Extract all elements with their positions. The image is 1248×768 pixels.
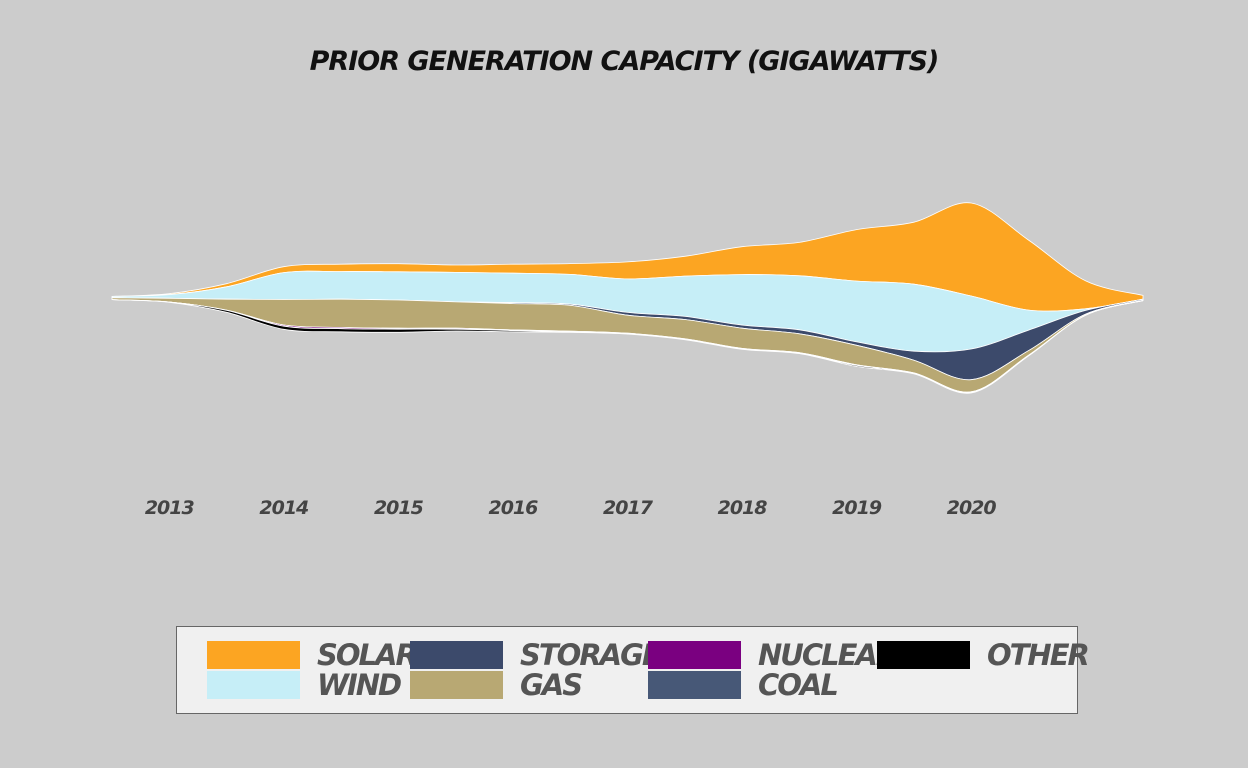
legend-label-gas: Gas — [520, 668, 583, 702]
stream-layers — [111, 202, 1144, 394]
x-tick-label-2016: 2016 — [488, 497, 538, 519]
legend-label-storage: Storage — [520, 638, 662, 672]
legend-swatch-wind — [207, 671, 300, 699]
x-tick-label-2018: 2018 — [718, 497, 768, 519]
legend-swatch-gas — [410, 671, 503, 699]
x-axis-tick-labels: 2013 2014 2015 2016 2017 2018 2019 2020 — [145, 497, 998, 519]
x-tick-label-2019: 2019 — [832, 497, 882, 519]
x-tick-label-2015: 2015 — [374, 497, 424, 519]
legend-label-wind: Wind — [317, 668, 402, 702]
legend-swatch-other — [877, 641, 970, 669]
legend-label-solar: Solar — [317, 638, 418, 672]
x-tick-label-2013: 2013 — [145, 497, 195, 519]
x-tick-label-2020: 2020 — [947, 497, 997, 519]
legend-swatch-nuclear — [648, 641, 741, 669]
legend-swatch-coal — [648, 671, 741, 699]
legend-label-other: Other — [987, 638, 1090, 672]
legend-label-coal: Coal — [758, 668, 839, 702]
stream-layer-other — [111, 299, 1144, 394]
x-tick-label-2017: 2017 — [603, 497, 654, 519]
legend-label-nuclear: Nuclear — [758, 638, 898, 672]
legend-swatch-storage — [410, 641, 503, 669]
legend-swatch-solar — [207, 641, 300, 669]
legend: Solar Wind Storage Gas Nuclear Coal Other — [176, 626, 1090, 714]
x-tick-label-2014: 2014 — [259, 497, 309, 519]
chart-title: Prior Generation Capacity (Gigawatts) — [309, 46, 940, 77]
